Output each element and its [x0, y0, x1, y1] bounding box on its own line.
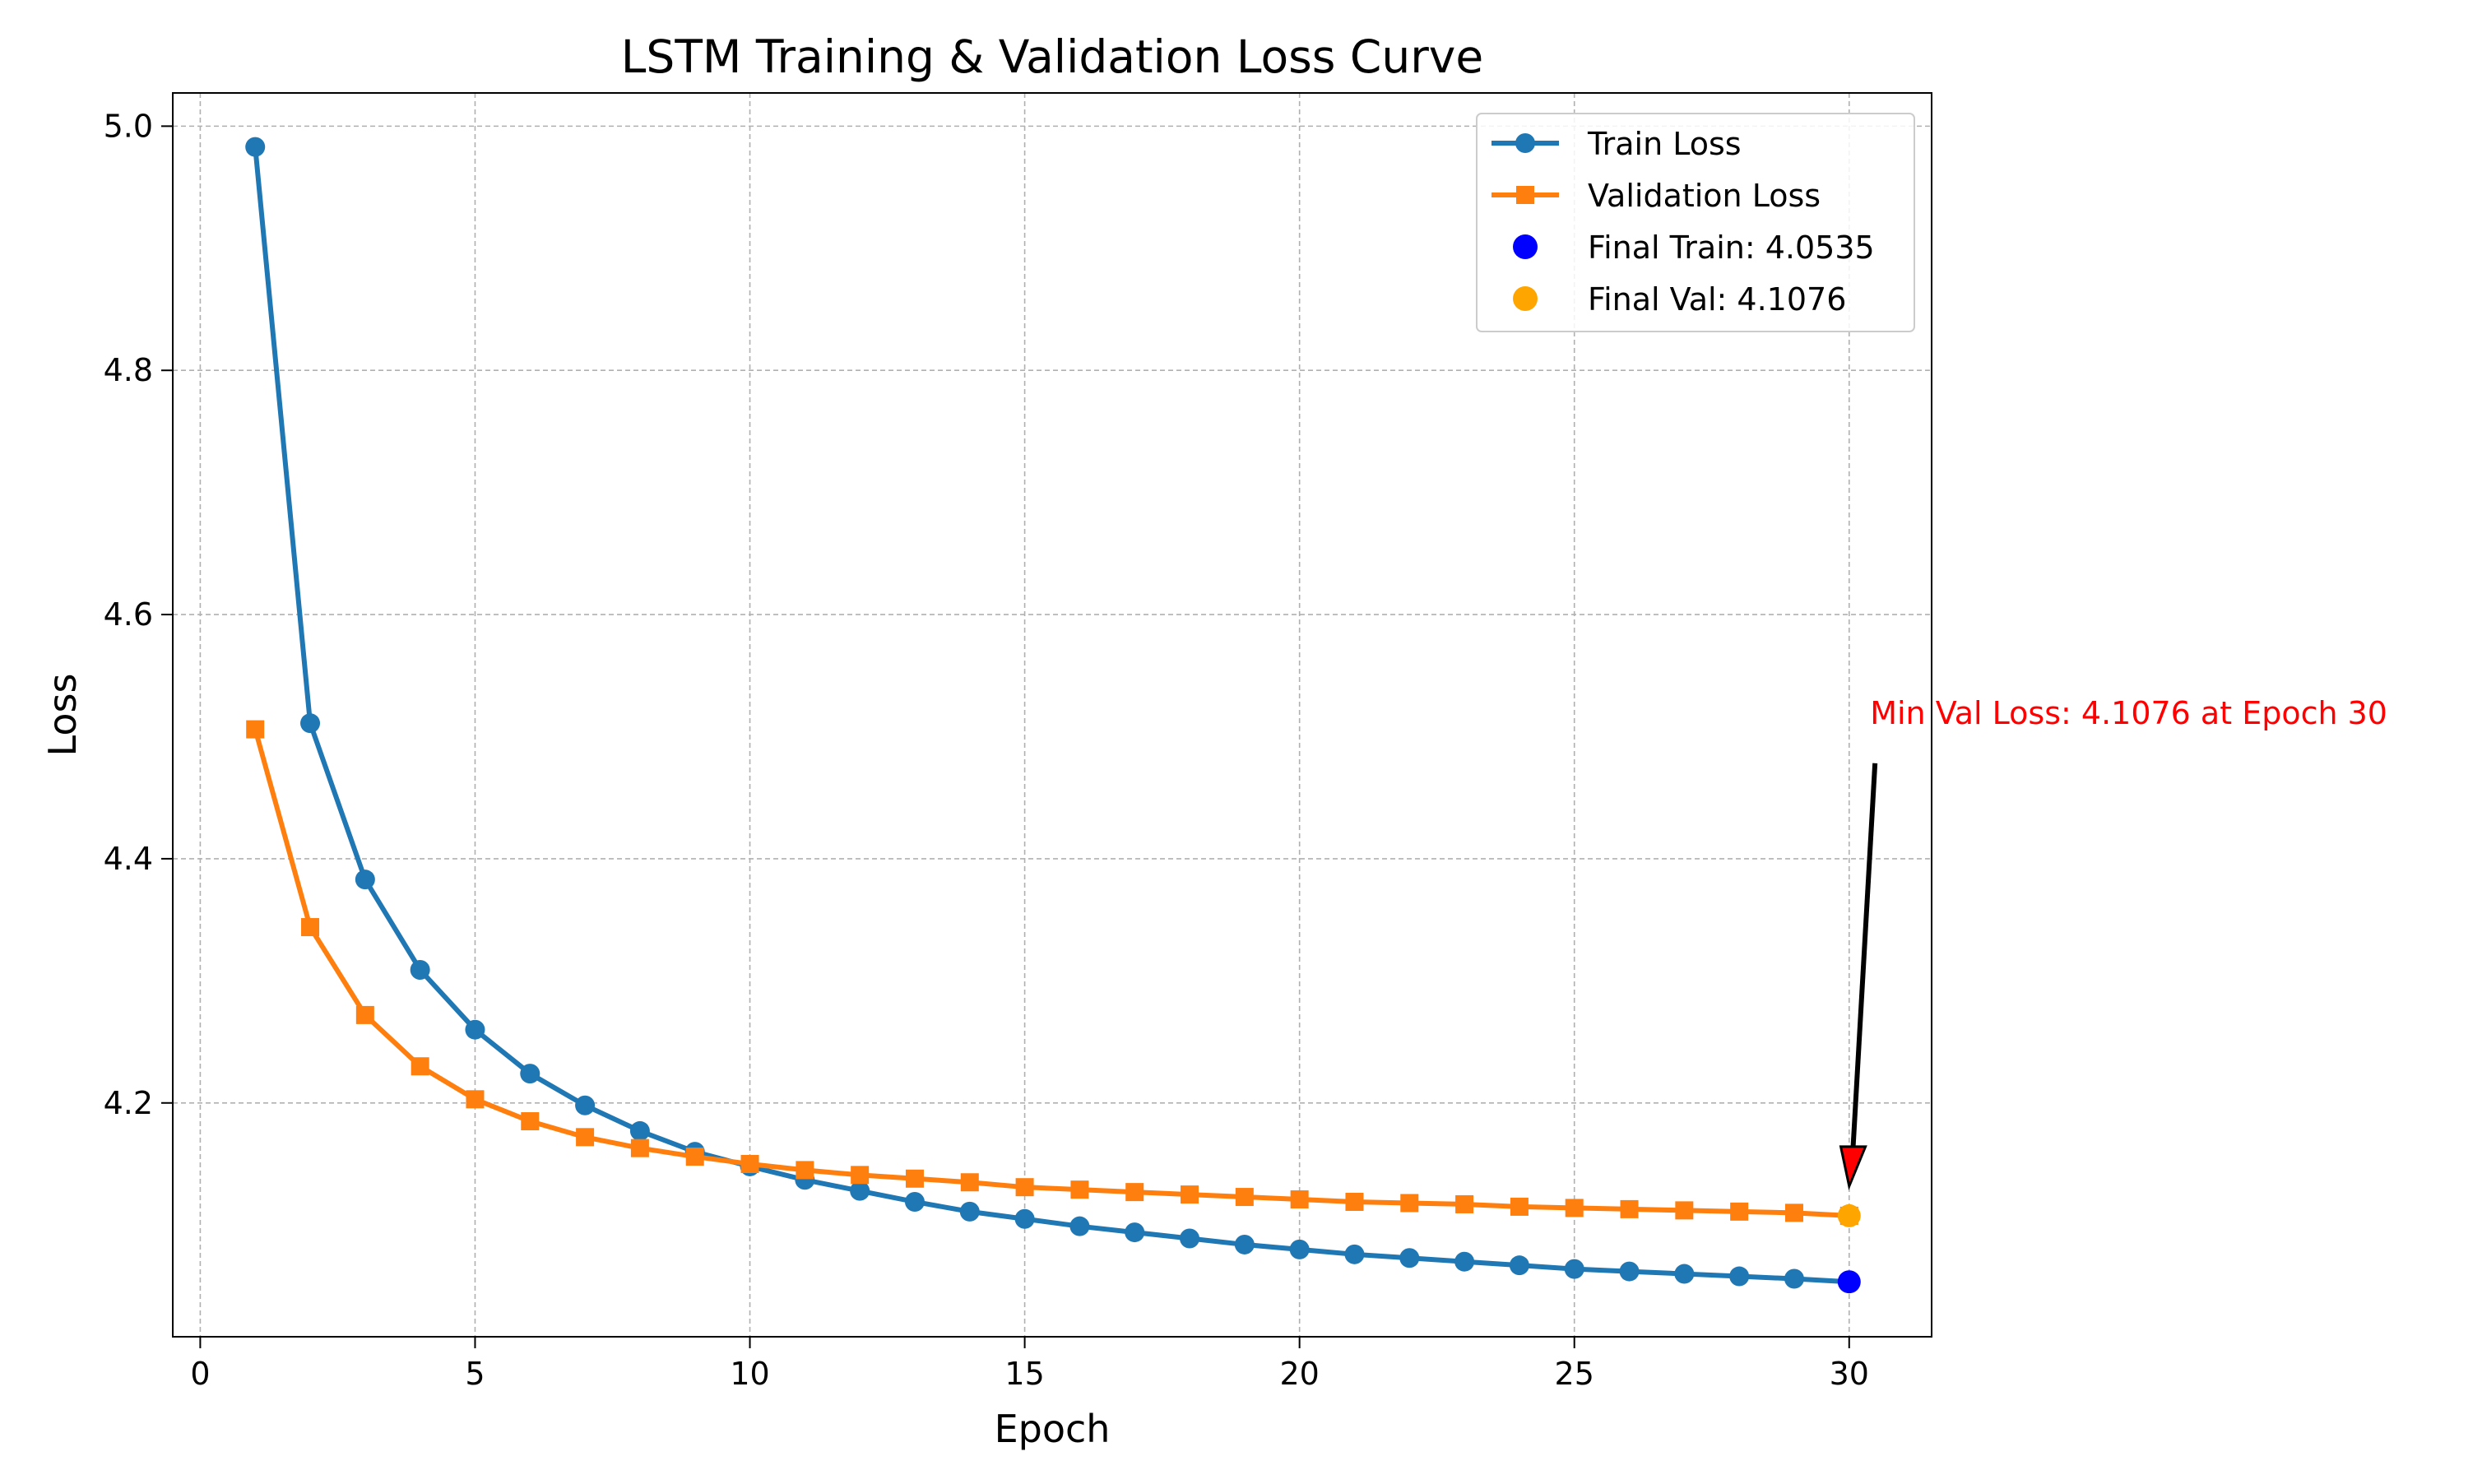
legend-label: Validation Loss	[1588, 178, 1821, 214]
series-point-0	[904, 1191, 925, 1212]
series-point-0	[520, 1064, 540, 1084]
series-point-1	[466, 1090, 485, 1109]
y-axis-label: Loss	[40, 674, 85, 757]
legend-label: Final Val: 4.1076	[1588, 281, 1846, 318]
axis-ticks: 0 5 10 15 20 25 30 4.2 4.4 4.6 4.8 5.0	[104, 108, 1869, 1392]
x-tick-label: 20	[1279, 1356, 1319, 1392]
legend-label: Train Loss	[1587, 126, 1742, 162]
x-tick-label: 5	[465, 1356, 485, 1392]
series-layer	[245, 137, 1861, 1294]
series-point-1	[246, 720, 265, 739]
series-point-0	[1344, 1244, 1365, 1264]
x-tick-label: 10	[730, 1356, 769, 1392]
series-point-1	[1125, 1183, 1144, 1202]
series-point-1	[1675, 1201, 1694, 1220]
series-point-0	[1729, 1266, 1750, 1287]
series-point-0	[575, 1095, 596, 1115]
series-point-1	[411, 1057, 429, 1076]
series-point-0	[465, 1019, 485, 1040]
series-line-1	[253, 728, 1849, 1218]
series-point-1	[685, 1148, 704, 1166]
x-axis-label: Epoch	[995, 1407, 1111, 1451]
final-point-1	[1837, 1203, 1861, 1227]
series-point-1	[355, 1005, 374, 1024]
series-point-0	[850, 1180, 870, 1201]
series-point-1	[960, 1173, 979, 1192]
series-point-0	[410, 959, 430, 980]
y-tick-label: 5.0	[104, 108, 153, 144]
series-point-1	[521, 1112, 540, 1131]
series-point-0	[1180, 1228, 1200, 1249]
series-point-1	[1015, 1178, 1034, 1197]
annotation-text: Min Val Loss: 4.1076 at Epoch 30	[1870, 695, 2387, 731]
legend: Train Loss Validation Loss Final Train: 4.…	[1476, 113, 1915, 332]
annotation-layer: Min Val Loss: 4.1076 at Epoch 30	[1839, 695, 2387, 1190]
series-point-0	[1784, 1268, 1804, 1289]
series-point-1	[796, 1161, 814, 1180]
chart-title: LSTM Training & Validation Loss Curve	[621, 30, 1483, 83]
series-point-0	[1069, 1216, 1090, 1236]
series-point-1	[1784, 1203, 1803, 1222]
axes-frame	[172, 92, 1932, 1338]
series-point-1	[1235, 1188, 1254, 1207]
y-tick-label: 4.8	[104, 352, 153, 388]
legend-swatch-marker-0	[1515, 133, 1535, 153]
x-tick-label: 30	[1830, 1356, 1869, 1392]
legend-swatch-final-0	[1513, 234, 1538, 259]
series-point-0	[1564, 1259, 1584, 1279]
y-tick-label: 4.6	[104, 596, 153, 633]
series-point-1	[1070, 1180, 1089, 1199]
series-point-0	[629, 1120, 650, 1141]
series-point-0	[1509, 1255, 1529, 1276]
x-tick-label: 0	[190, 1356, 210, 1392]
series-point-0	[1674, 1264, 1695, 1284]
series-point-1	[851, 1166, 870, 1185]
series-point-1	[1565, 1199, 1584, 1217]
series-point-0	[245, 137, 266, 157]
series-point-0	[1619, 1261, 1640, 1282]
series-point-0	[959, 1201, 980, 1222]
series-point-1	[1455, 1194, 1474, 1213]
final-point-0	[1837, 1270, 1861, 1294]
series-point-1	[301, 918, 320, 937]
series-point-1	[1400, 1194, 1419, 1213]
legend-swatch-marker-1	[1516, 186, 1534, 204]
x-tick-label: 15	[1004, 1356, 1044, 1392]
series-point-1	[1181, 1185, 1199, 1204]
legend-label: Final Train: 4.0535	[1588, 230, 1875, 266]
series-point-0	[1125, 1222, 1145, 1243]
series-point-0	[1014, 1208, 1035, 1229]
series-point-0	[300, 713, 321, 734]
series-point-0	[1399, 1248, 1420, 1268]
series-point-1	[1345, 1192, 1364, 1211]
series-point-1	[630, 1139, 649, 1157]
series-point-1	[1290, 1190, 1309, 1209]
series-point-1	[1730, 1202, 1749, 1221]
series-point-1	[1620, 1199, 1639, 1218]
series-point-0	[1234, 1234, 1255, 1254]
x-tick-label: 25	[1555, 1356, 1594, 1392]
series-point-0	[355, 870, 375, 890]
series-point-1	[905, 1169, 924, 1188]
y-tick-label: 4.2	[104, 1085, 153, 1121]
y-tick-label: 4.4	[104, 841, 153, 877]
legend-swatch-final-1	[1513, 286, 1538, 311]
series-point-1	[1510, 1197, 1529, 1216]
series-point-0	[1289, 1239, 1310, 1259]
annotation-arrow-shaft	[1850, 763, 1878, 1148]
series-point-1	[740, 1154, 759, 1173]
legend-box	[1476, 113, 1915, 332]
series-point-0	[1454, 1251, 1475, 1272]
annotation-arrow-head	[1839, 1145, 1867, 1190]
series-point-1	[576, 1128, 595, 1147]
